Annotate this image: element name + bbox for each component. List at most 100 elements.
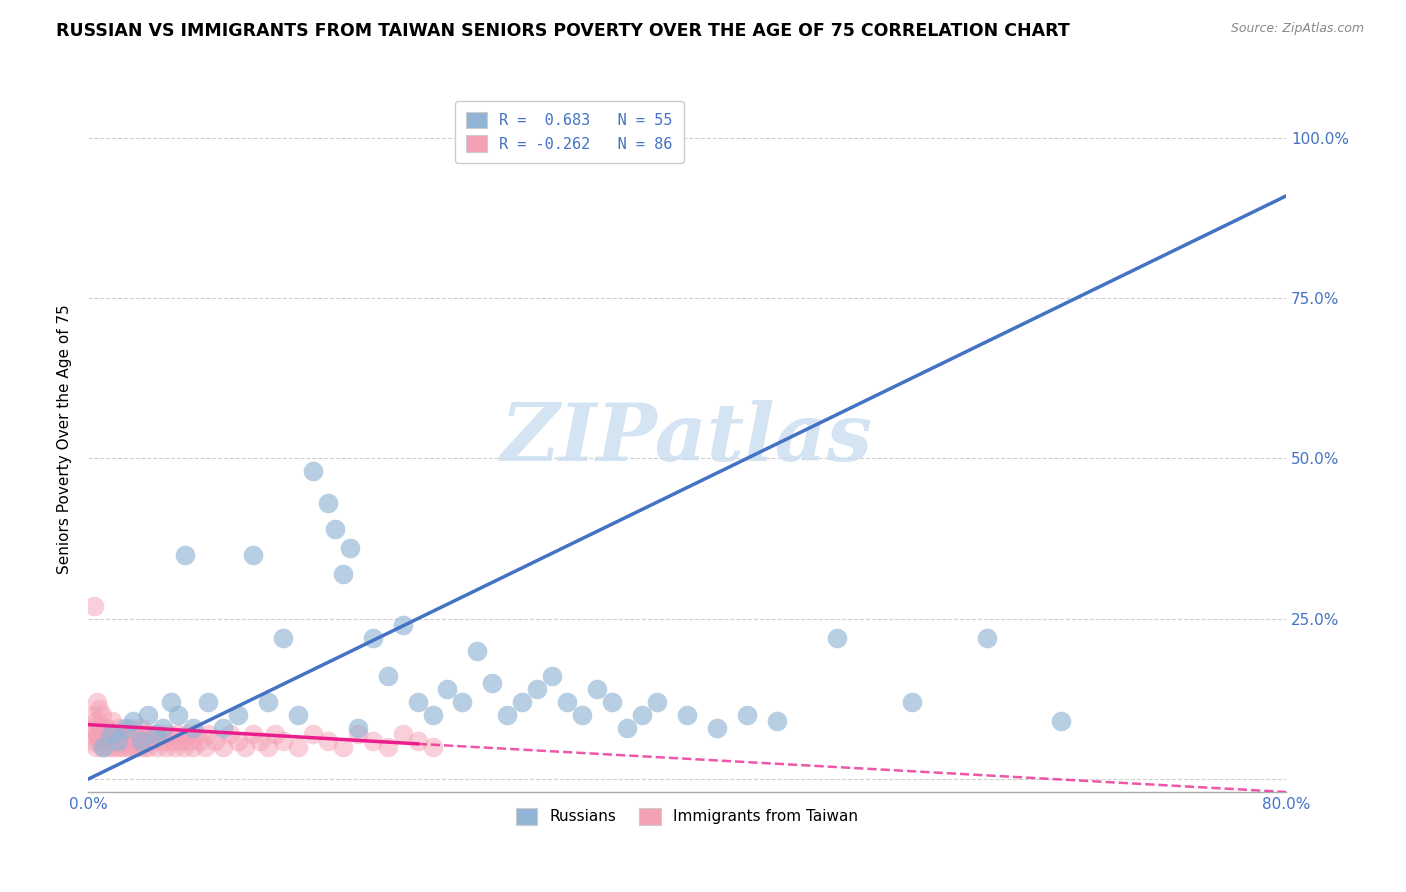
Point [160,733,183,747]
Point [212,740,235,755]
Point [242,727,264,741]
Point [676,708,699,723]
Point [90,708,112,723]
Text: ZIPatlas: ZIPatlas [501,401,873,478]
Point [766,714,789,729]
Point [94,721,117,735]
Point [167,727,190,741]
Point [176,727,198,741]
Point [111,727,134,741]
Point [391,618,413,632]
Point [235,740,257,755]
Point [190,733,212,747]
Point [256,740,278,755]
Point [124,740,146,755]
Point [316,733,339,747]
Y-axis label: Seniors Poverty Over the Age of 75: Seniors Poverty Over the Age of 75 [58,304,72,574]
Point [242,548,264,562]
Point [900,695,922,709]
Point [93,733,115,747]
Point [94,721,117,735]
Point [316,496,339,510]
Point [97,740,120,755]
Point [122,714,145,729]
Point [152,721,174,735]
Point [271,631,294,645]
Point [80,727,103,741]
Text: Source: ZipAtlas.com: Source: ZipAtlas.com [1230,22,1364,36]
Point [174,548,197,562]
Point [555,695,578,709]
Point [301,727,323,741]
Point [87,701,110,715]
Point [616,721,638,735]
Point [339,541,361,556]
Point [163,740,186,755]
Point [249,733,271,747]
Point [346,721,368,735]
Point [571,708,593,723]
Point [173,740,195,755]
Point [264,727,287,741]
Point [91,740,114,755]
Point [83,599,105,613]
Point [226,708,249,723]
Point [496,708,519,723]
Point [332,740,354,755]
Point [125,727,148,741]
Point [129,721,152,735]
Point [110,740,132,755]
Point [136,708,159,723]
Point [204,733,226,747]
Point [451,695,474,709]
Point [976,631,998,645]
Point [100,727,122,741]
Point [159,695,181,709]
Point [526,682,548,697]
Point [103,727,125,741]
Point [149,727,172,741]
Point [219,727,242,741]
Point [117,733,139,747]
Point [129,733,152,747]
Text: RUSSIAN VS IMMIGRANTS FROM TAIWAN SENIORS POVERTY OVER THE AGE OF 75 CORRELATION: RUSSIAN VS IMMIGRANTS FROM TAIWAN SENIOR… [56,22,1070,40]
Point [467,644,489,658]
Point [600,695,623,709]
Point [179,733,201,747]
Point [121,721,143,735]
Point [91,727,114,741]
Point [128,740,150,755]
Point [323,522,346,536]
Point [104,733,127,747]
Point [512,695,534,709]
Point [107,721,129,735]
Point [194,740,217,755]
Point [631,708,654,723]
Point [422,708,444,723]
Point [212,721,235,735]
Point [706,721,728,735]
Point [197,695,219,709]
Point [83,721,105,735]
Point [82,708,104,723]
Point [101,714,124,729]
Point [301,464,323,478]
Legend: Russians, Immigrants from Taiwan: Russians, Immigrants from Taiwan [508,798,868,834]
Point [86,695,108,709]
Point [122,733,145,747]
Point [155,740,177,755]
Point [361,631,384,645]
Point [645,695,668,709]
Point [101,740,124,755]
Point [406,695,429,709]
Point [346,727,368,741]
Point [170,733,193,747]
Point [82,733,104,747]
Point [105,740,128,755]
Point [134,727,156,741]
Point [86,727,108,741]
Point [271,733,294,747]
Point [152,733,174,747]
Point [120,740,142,755]
Point [287,740,309,755]
